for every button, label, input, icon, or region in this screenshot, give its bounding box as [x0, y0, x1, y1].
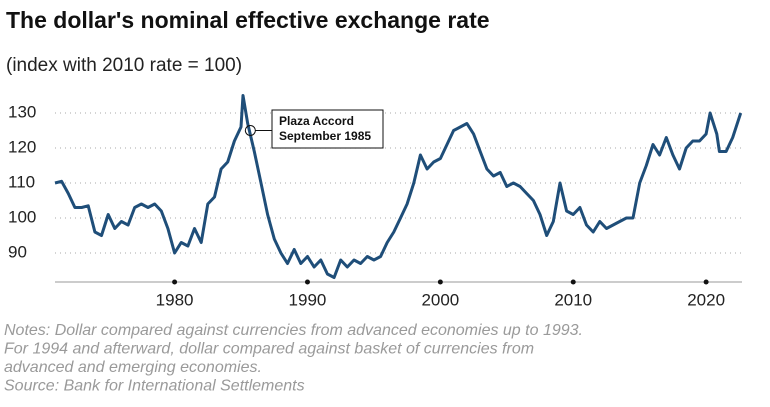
data-line [54, 94, 743, 279]
note: For 1994 and afterward, dollar compared … [4, 341, 534, 358]
x-tick-label: 2020 [687, 290, 725, 309]
y-tick-label: 130 [8, 102, 36, 121]
x-tick-mark [437, 279, 443, 285]
x-tick-mark [172, 279, 178, 285]
note: Source: Bank for International Settlemen… [4, 378, 305, 395]
annotation-text: Plaza Accord [279, 114, 354, 128]
y-tick-label: 90 [8, 242, 27, 261]
y-tick-label: 100 [8, 207, 36, 226]
annotation-box [271, 109, 384, 149]
chart-subtitle: (index with 2010 rate = 100) [6, 55, 242, 76]
x-tick-label: 2000 [421, 290, 459, 309]
x-tick-mark [570, 279, 576, 285]
note: Notes: Dollar compared against currencie… [4, 322, 583, 339]
x-tick-mark [304, 279, 310, 285]
x-tick-mark [703, 279, 709, 285]
y-tick-label: 110 [8, 172, 35, 191]
x-tick-label: 1980 [156, 290, 194, 309]
x-tick-label: 2010 [554, 290, 592, 309]
chart-title: The dollar's nominal effective exchange … [6, 7, 490, 33]
y-tick-label: 120 [8, 137, 36, 156]
x-tick-label: 1990 [289, 290, 327, 309]
annotation-text: September 1985 [279, 129, 371, 143]
note: advanced and emerging economies. [4, 359, 262, 376]
